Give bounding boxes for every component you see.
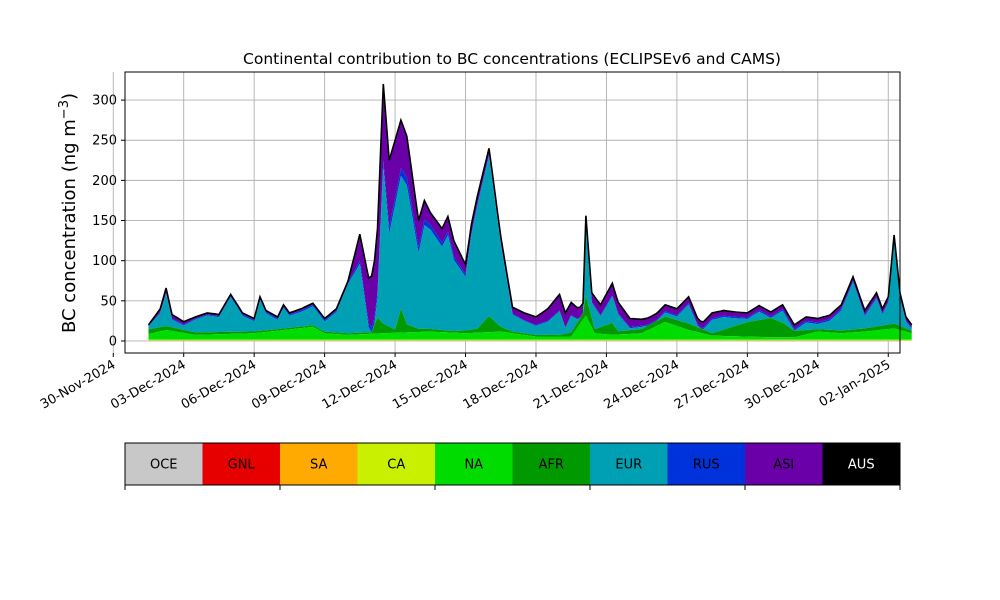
legend-label: NA [464,458,483,473]
y-tick-label: 300 [92,94,117,109]
legend-swatch-sa [280,443,358,485]
x-tick-label: 27-Dec-2024 [672,357,752,412]
y-tick-label: 0 [109,334,117,349]
legend-swatch-afr [512,443,591,485]
legend-swatch-asi [745,443,823,485]
legend-label: AFR [539,458,564,473]
y-tick-label: 100 [92,254,117,269]
x-tick-label: 18-Dec-2024 [461,357,541,412]
grid [112,72,900,353]
x-tick-label: 09-Dec-2024 [249,357,329,412]
legend-label: CA [387,458,405,473]
x-tick-label: 15-Dec-2024 [390,357,470,412]
x-tick-label: 21-Dec-2024 [531,357,611,412]
total-line [147,83,913,327]
x-tick-label: 30-Dec-2024 [742,357,822,412]
area-eur [148,156,912,335]
x-axis: 30-Nov-202403-Dec-202406-Dec-202409-Dec-… [38,353,893,413]
legend: OCE GNL SA CA NA AFR EUR RUS ASI AUS [124,442,901,490]
y-axis-label: BC concentration (ng m−3) [57,93,80,333]
area-aus [148,84,912,325]
legend-swatch-aus [822,443,901,485]
y-tick-label: 50 [100,294,117,309]
legend-label: OCE [150,458,178,473]
legend-label: GNL [228,458,256,473]
x-tick-label: 12-Dec-2024 [320,357,400,412]
plot-area [112,72,913,353]
x-tick-label: 24-Dec-2024 [601,357,681,412]
legend-swatch-na [435,443,513,485]
y-axis: 0 50 100 150 200 250 300 [92,94,125,349]
chart-title: Continental contribution to BC concentra… [243,50,781,68]
legend-swatch-eur [590,443,668,485]
y-tick-label: 250 [92,134,117,149]
area-ca [148,339,912,341]
x-tick-label: 30-Nov-2024 [38,357,118,412]
x-tick-label: 06-Dec-2024 [179,357,259,412]
legend-label: ASI [773,458,794,473]
legend-label: RUS [693,458,720,473]
plot-frame [124,71,901,354]
legend-swatch-gnl [202,443,281,485]
area-rus [148,154,912,333]
area-asi [148,84,912,329]
legend-swatch-rus [667,443,746,485]
legend-label: AUS [848,458,875,473]
legend-label: SA [310,458,327,473]
area-na [148,315,912,340]
stacked-areas [147,83,913,341]
legend-swatch-ca [357,443,436,485]
legend-label: EUR [615,458,642,473]
area-afr [148,295,912,338]
y-tick-label: 150 [92,214,117,229]
x-tick-label: 02-Jan-2025 [817,357,894,410]
legend-frame [124,442,901,486]
y-tick-label: 200 [92,174,117,189]
x-tick-label: 03-Dec-2024 [108,357,188,412]
legend-swatch-oce [125,443,203,485]
